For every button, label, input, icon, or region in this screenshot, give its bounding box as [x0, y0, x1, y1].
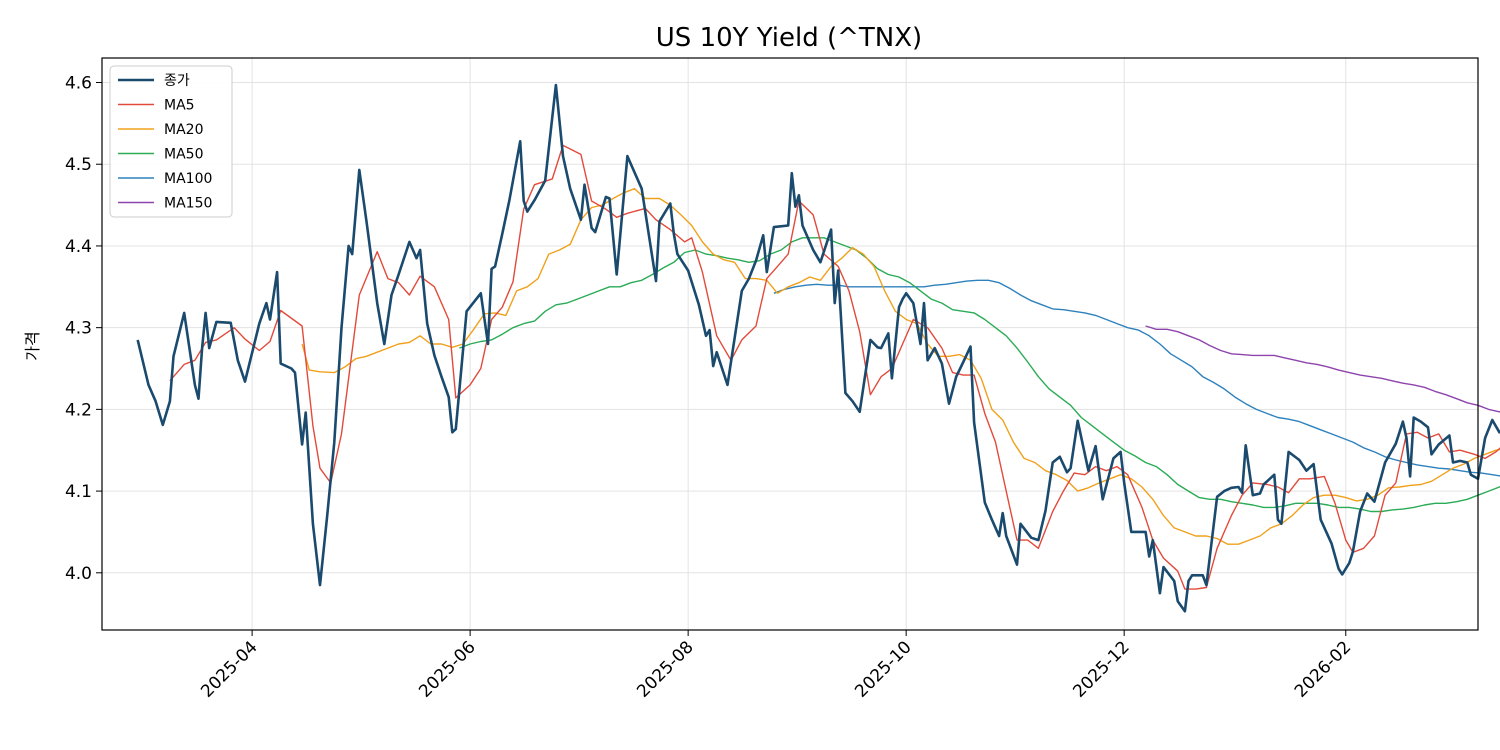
grid: [102, 58, 1478, 630]
y-tick-label: 4.0: [65, 564, 92, 584]
series-line-0: [136, 83, 1500, 613]
legend-label: MA150: [164, 196, 212, 212]
x-tick-label: 2025-12: [1069, 637, 1133, 701]
legend-label: MA5: [164, 98, 195, 114]
y-tick-label: 4.2: [65, 400, 92, 420]
axes: 4.0 4.1 4.2 4.3 4.4 4.5 4.6 2025-04 2025-06 2025-…: [65, 74, 1355, 702]
series-line-2: [301, 188, 1500, 545]
x-tick-label: 2025-06: [415, 637, 479, 701]
y-tick-label: 4.6: [65, 74, 92, 94]
x-tick-label: 2025-04: [197, 637, 261, 701]
plot-frame: [101, 57, 1479, 631]
legend: 종가 MA5 MA20 MA50 MA100 MA150: [109, 65, 233, 218]
x-tick-label: 2026-02: [1291, 637, 1355, 701]
series-line-1: [169, 144, 1500, 590]
series-group: [136, 83, 1500, 613]
y-tick-label: 4.1: [65, 482, 92, 502]
y-tick-label: 4.5: [65, 155, 92, 175]
series-line-4: [773, 279, 1500, 477]
legend-label: 종가: [164, 73, 190, 89]
x-tick-label: 2025-08: [633, 637, 697, 701]
y-axis-label: 가격: [23, 331, 42, 360]
y-tick-label: 4.3: [65, 319, 92, 339]
legend-label: MA20: [164, 122, 203, 138]
legend-label: MA50: [164, 147, 203, 163]
series-line-5: [1145, 325, 1500, 413]
legend-box: [109, 65, 233, 218]
x-tick-label: 2025-10: [851, 637, 915, 701]
legend-label: MA100: [164, 171, 212, 187]
chart-title: US 10Y Yield (^TNX): [656, 23, 922, 53]
y-tick-label: 4.4: [65, 237, 92, 257]
